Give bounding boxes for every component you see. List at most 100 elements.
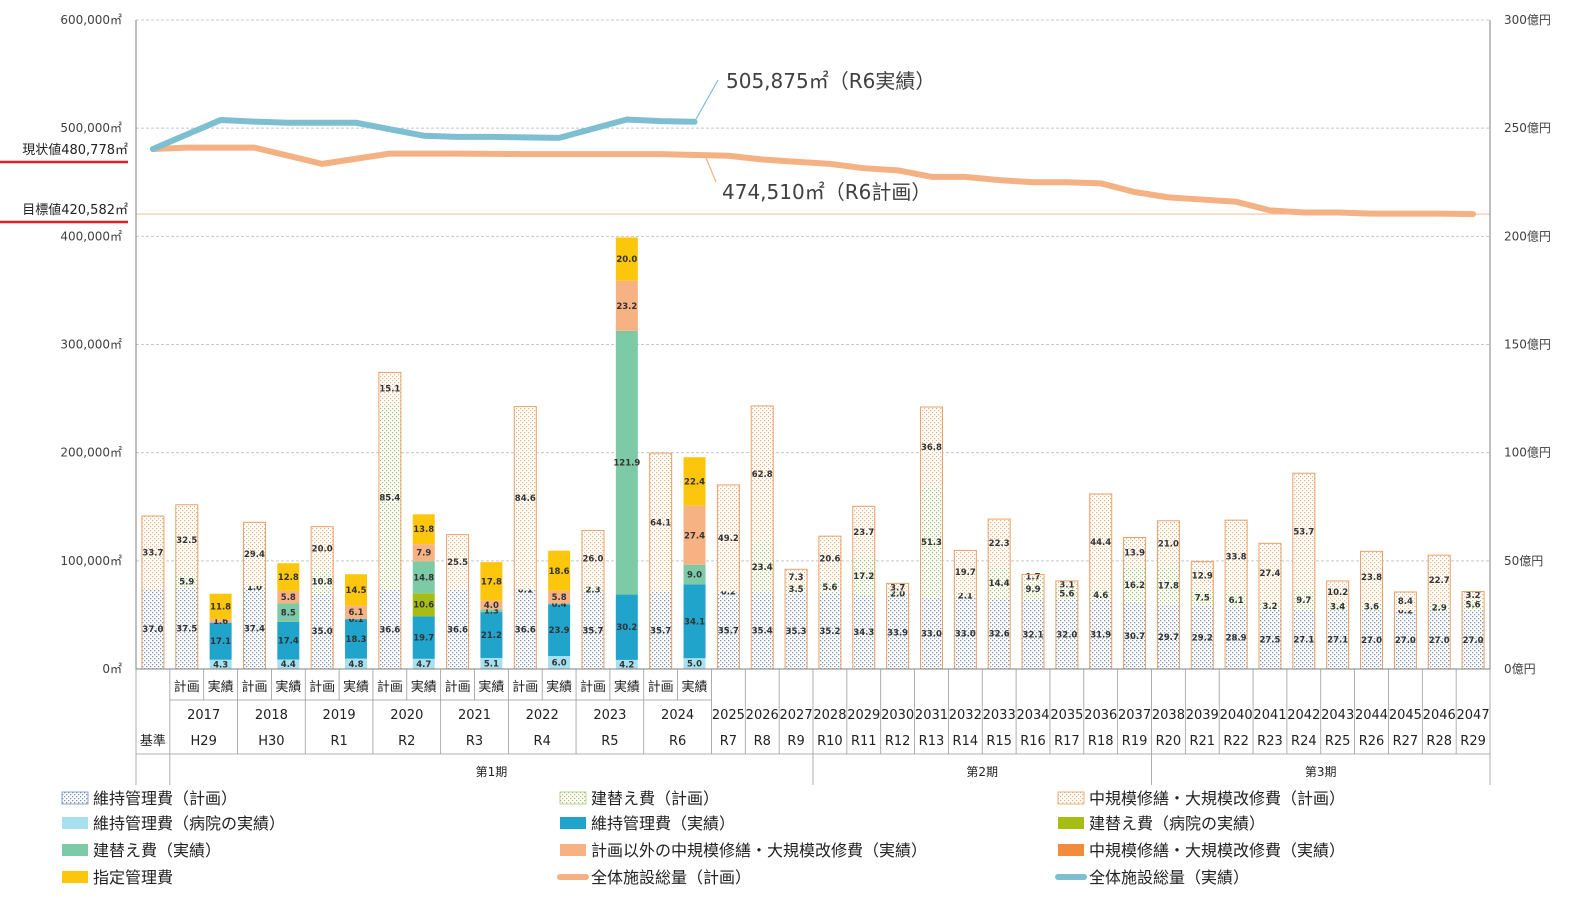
bar-segment-ou bbox=[615, 280, 638, 331]
bar-value-label: 16.2 bbox=[1124, 581, 1145, 591]
x-era-label: R15 bbox=[986, 734, 1012, 749]
bar-segment-mp bbox=[1089, 599, 1112, 669]
bar-segment-mp bbox=[920, 597, 943, 669]
bar-value-label: 2.3 bbox=[585, 585, 600, 595]
bar-segment-cp bbox=[717, 484, 740, 592]
bar-value-label: 17.1 bbox=[210, 637, 231, 647]
x-year-label: 2017 bbox=[187, 708, 220, 723]
bar-value-label: 8.4 bbox=[1398, 597, 1413, 607]
bar-segment-mp bbox=[954, 597, 977, 669]
bar-segment-mp bbox=[988, 598, 1011, 669]
bar-value-label: 36.6 bbox=[379, 625, 400, 635]
bar-value-label: 35.2 bbox=[819, 627, 840, 637]
bar-value-label: 85.4 bbox=[379, 493, 400, 503]
bar-value-label: 27.1 bbox=[1327, 636, 1348, 646]
x-year-label: 2046 bbox=[1423, 708, 1456, 723]
bar-value-label: 1.7 bbox=[1025, 572, 1040, 582]
bar-segment-rp bbox=[175, 575, 198, 588]
bar-value-label: 0.1 bbox=[518, 586, 533, 596]
x-era-label: R11 bbox=[851, 734, 877, 749]
bar-segment-dm bbox=[412, 514, 435, 545]
bar-value-label: 27.0 bbox=[1395, 636, 1416, 646]
bar-segment-cp bbox=[1022, 574, 1045, 579]
legend-label: 建替え費（病院の実績） bbox=[1089, 814, 1265, 833]
bar-value-label: 11.8 bbox=[210, 602, 231, 612]
x-era-label: R6 bbox=[669, 734, 686, 749]
bar-value-label: 4.3 bbox=[213, 660, 228, 670]
x-era-label: R21 bbox=[1189, 734, 1215, 749]
bar-value-label: 33.0 bbox=[955, 629, 976, 639]
right-tick-label: 200億円 bbox=[1504, 229, 1551, 243]
bar-segment-hr bbox=[412, 593, 435, 617]
bar-segment-ou bbox=[412, 544, 435, 562]
bar-value-label: 84.6 bbox=[515, 494, 536, 504]
bar-segment-rp bbox=[1123, 567, 1146, 603]
x-era-label: H29 bbox=[191, 734, 217, 749]
bar-segment-mp bbox=[175, 587, 198, 669]
bar-segment-cp bbox=[1123, 537, 1146, 568]
bar-value-label: 35.7 bbox=[650, 626, 671, 636]
bar-segment-hm bbox=[548, 656, 571, 669]
bar-value-label: 2.9 bbox=[1432, 603, 1447, 613]
bar-value-label: 13.9 bbox=[1124, 549, 1145, 559]
bar-value-label: 13.8 bbox=[413, 525, 434, 535]
reference-label: 目標値420,582㎡ bbox=[22, 202, 128, 218]
bar-value-label: 17.8 bbox=[1158, 581, 1179, 591]
x-year-label: 2032 bbox=[949, 708, 982, 723]
x-year-label: 2035 bbox=[1050, 708, 1083, 723]
bar-value-label: 53.7 bbox=[1293, 527, 1314, 537]
bar-value-label: 3.6 bbox=[1364, 603, 1379, 613]
bar-segment-rp bbox=[1157, 566, 1180, 605]
bar-segment-dm bbox=[615, 237, 638, 281]
bar-segment-rp bbox=[751, 541, 774, 593]
bar-segment-cp bbox=[1360, 551, 1383, 603]
bar-segment-mp bbox=[141, 588, 164, 669]
bar-value-label: 22.3 bbox=[989, 539, 1010, 549]
bar-segment-dm bbox=[480, 562, 503, 601]
bar-value-label: 5.8 bbox=[281, 593, 296, 603]
bar-value-label: 33.0 bbox=[921, 629, 942, 639]
bar-value-label: 27.4 bbox=[684, 531, 705, 541]
left-tick-label: 200,000㎡ bbox=[60, 446, 122, 460]
x-era-label: R23 bbox=[1257, 734, 1283, 749]
bar-value-label: 3.5 bbox=[789, 585, 804, 595]
bar-segment-mp bbox=[446, 589, 469, 669]
left-tick-label: 100,000㎡ bbox=[60, 554, 122, 568]
x-era-label: R1 bbox=[330, 734, 347, 749]
bar-value-label: 23.4 bbox=[752, 563, 773, 573]
x-year-label: 2037 bbox=[1118, 708, 1151, 723]
bar-value-label: 35.0 bbox=[312, 627, 333, 637]
legend-swatch-ra bbox=[62, 844, 88, 856]
bar-segment-ma bbox=[412, 616, 435, 659]
bar-segment-mp bbox=[1225, 606, 1248, 669]
x-era-label: R8 bbox=[754, 734, 771, 749]
bar-segment-ma bbox=[683, 584, 706, 659]
bar-value-label: 5.6 bbox=[1059, 590, 1074, 600]
bar-value-label: 18.6 bbox=[549, 567, 570, 577]
legend-label: 中規模修繕・大規模改修費（実績） bbox=[1089, 841, 1345, 860]
bar-segment-hm bbox=[209, 659, 232, 669]
bar-segment-mp bbox=[649, 591, 672, 669]
bar-value-label: 64.1 bbox=[650, 518, 671, 528]
bar-value-label: 27.5 bbox=[1259, 635, 1280, 645]
bar-segment-cp bbox=[1225, 520, 1248, 594]
bar-segment-rp bbox=[818, 580, 841, 593]
bar-segment-cp bbox=[954, 550, 977, 594]
x-year-label: 2023 bbox=[593, 708, 626, 723]
total-actual-line bbox=[149, 116, 698, 152]
bar-value-label: 27.0 bbox=[1463, 636, 1484, 646]
x-year-label: 2025 bbox=[712, 708, 745, 723]
bar-segment-rp bbox=[1055, 587, 1078, 600]
x-year-label: 2031 bbox=[915, 708, 948, 723]
bar-segment-mp bbox=[1191, 605, 1214, 669]
bar-segment-ma bbox=[209, 622, 232, 660]
bar-segment-mp bbox=[886, 595, 909, 669]
bar-segment-hm bbox=[480, 657, 503, 669]
bar-segment-rp bbox=[1394, 610, 1417, 611]
bar-value-label: 7.3 bbox=[789, 573, 804, 583]
bar-segment-dm bbox=[209, 593, 232, 620]
bar-segment-hm bbox=[277, 659, 300, 669]
bar-value-label: 49.2 bbox=[718, 534, 739, 544]
